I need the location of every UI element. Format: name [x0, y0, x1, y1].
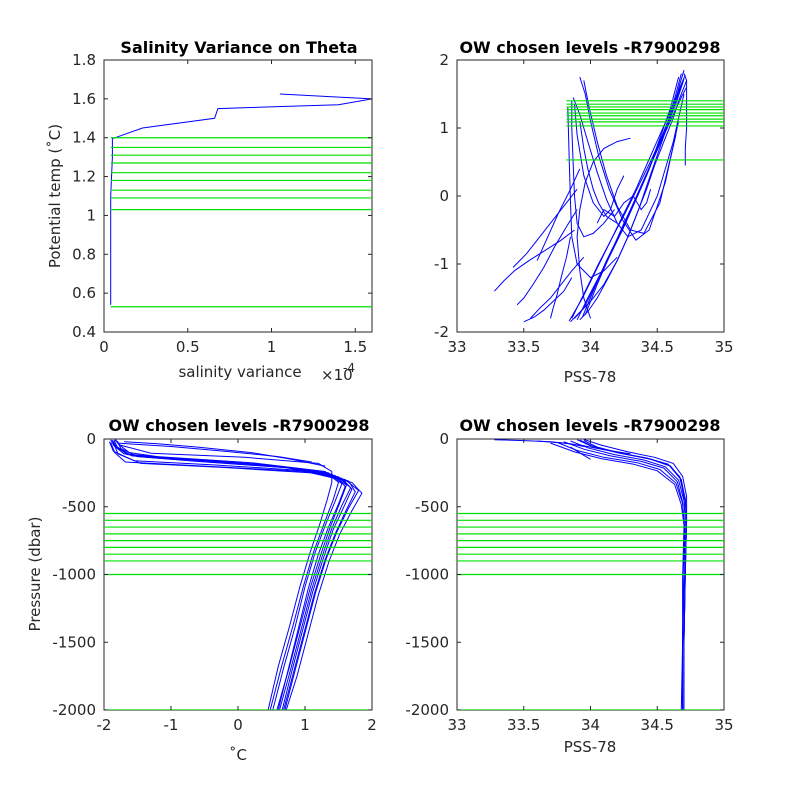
y-tick-label: 2	[439, 51, 449, 69]
y-tick-label: 1.8	[72, 51, 96, 69]
x-tick-label: 34	[581, 338, 600, 356]
data-layer	[104, 439, 372, 710]
y-axis-label: Pressure (dbar)	[26, 517, 44, 632]
y-tick-label: 1	[439, 119, 449, 137]
x-exponent-power: -4	[343, 361, 355, 375]
chart-title: OW chosen levels -R7900298	[459, 38, 720, 57]
x-tick-label: 34.5	[641, 716, 674, 734]
x-tick-label: 0	[99, 338, 109, 356]
x-axis-label: ˚C	[229, 746, 247, 764]
series-line	[530, 256, 585, 319]
y-tick-label: -2000	[405, 701, 449, 719]
y-tick-label: 1.2	[72, 168, 96, 186]
y-tick-label: -1	[434, 255, 449, 273]
panel-pressure-temperature: OW chosen levels -R7900298 -2 -1 0 1 2-2000-…	[26, 416, 377, 764]
x-tick-label: 33	[447, 716, 466, 734]
x-tick-label: 0	[233, 716, 243, 734]
series-line	[516, 209, 578, 306]
panel-pressure-salinity: OW chosen levels -R7900298 33 33.5 34 34.5 3…	[405, 416, 733, 756]
y-tick-label: -2	[434, 323, 449, 341]
x-tick-label: -1	[164, 716, 179, 734]
series-line	[583, 439, 688, 710]
y-tick-label: 0.6	[72, 284, 96, 302]
series-line	[112, 442, 363, 710]
plot-area: 0 0.5 1 1.5 0.4 0.6 0.8 1 1.2 1.4 1.6 1.8	[72, 51, 373, 356]
panel-theta-salinity: OW chosen levels -R7900298 33 33.5 34 34.5 3…	[434, 38, 734, 386]
y-tick-label: 1.6	[72, 90, 96, 108]
y-tick-label: -1500	[405, 633, 449, 651]
y-tick-label: -2000	[52, 701, 96, 719]
data-layer	[457, 439, 724, 710]
plot-area: 33 33.5 34 34.5 35 -2000 -1500 -1000 -500 0	[405, 430, 733, 734]
y-tick-label: 0	[86, 430, 96, 448]
y-tick-label: -1000	[405, 566, 449, 584]
chart-title: Salinity Variance on Theta	[120, 38, 357, 57]
series-line	[124, 441, 326, 467]
series-line	[550, 236, 571, 319]
x-axis-label: PSS-78	[564, 368, 617, 386]
series-line	[579, 121, 618, 224]
series-line	[112, 440, 352, 710]
series-line	[570, 446, 591, 460]
y-axis-label: Potential temp (˚C)	[46, 124, 64, 268]
plot-area: -2 -1 0 1 2 -2000 -1500 -1000 -500 0	[52, 430, 376, 734]
x-tick-label: 34.5	[641, 338, 674, 356]
y-tick-label: 0.8	[72, 245, 96, 263]
plot-area: 33 33.5 34 34.5 35 -2 -1 0 1 2	[434, 51, 734, 356]
y-tick-label: -500	[62, 498, 96, 516]
series-line	[550, 442, 685, 710]
x-tick-label: 35	[714, 338, 733, 356]
panel-salinity-variance: Salinity Variance on Theta 0 0.5 1 1.5 0.4 0.…	[46, 38, 373, 384]
x-tick-label: -2	[97, 716, 112, 734]
x-tick-label: 35	[714, 716, 733, 734]
series-line	[536, 168, 581, 261]
y-tick-label: 1.4	[72, 129, 96, 147]
series-line	[110, 93, 372, 305]
series-line	[574, 104, 625, 218]
series-line	[576, 137, 631, 319]
y-tick-label: -1500	[52, 633, 96, 651]
chart-title: OW chosen levels -R7900298	[459, 416, 720, 435]
series-line	[567, 107, 618, 279]
x-tick-label: 0.5	[176, 338, 200, 356]
series-line	[494, 229, 575, 292]
x-axis-label: salinity variance	[178, 363, 301, 381]
y-tick-label: 0.4	[72, 323, 96, 341]
series-line	[114, 439, 333, 710]
x-tick-label: 1	[267, 338, 277, 356]
series-line	[117, 442, 312, 463]
series-line	[596, 189, 652, 224]
y-tick-label: 1	[86, 206, 96, 224]
x-tick-label: 33.5	[507, 716, 540, 734]
series-line	[556, 441, 685, 710]
data-layer	[494, 70, 724, 323]
series-line	[108, 441, 360, 710]
chart-title: OW chosen levels -R7900298	[108, 416, 369, 435]
x-tick-label: 34	[581, 716, 600, 734]
x-tick-label: 2	[367, 716, 377, 734]
series-line	[576, 78, 685, 321]
axes-box	[103, 59, 373, 333]
x-tick-label: 33.5	[507, 338, 540, 356]
data-layer	[110, 93, 372, 308]
series-line	[512, 188, 578, 268]
series-line	[111, 439, 348, 710]
series-line	[683, 73, 688, 166]
x-tick-label: 1	[300, 716, 310, 734]
y-tick-label: 0	[439, 430, 449, 448]
x-axis-label: PSS-78	[564, 738, 617, 756]
series-line	[579, 76, 680, 241]
series-line	[523, 277, 573, 323]
series-line	[571, 100, 615, 238]
y-tick-label: -1000	[52, 566, 96, 584]
x-exponent-base: ×10	[321, 366, 353, 384]
y-tick-label: -500	[415, 498, 449, 516]
x-tick-label: 1.5	[343, 338, 367, 356]
series-line	[537, 440, 631, 455]
x-tick-label: 33	[447, 338, 466, 356]
series-line	[114, 439, 340, 710]
y-tick-label: 0	[439, 187, 449, 205]
